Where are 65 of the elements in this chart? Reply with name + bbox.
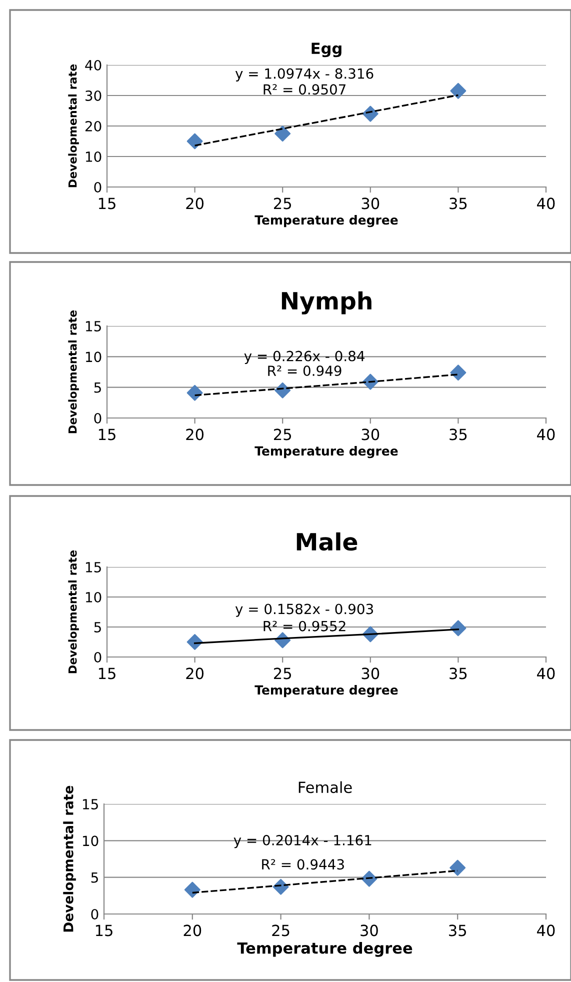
y-tick-label: 15 <box>86 562 101 572</box>
x-tick-label: 25 <box>274 428 291 440</box>
y-tick-label: 10 <box>82 836 98 846</box>
x-tick-label: 20 <box>186 198 204 210</box>
point <box>362 106 378 122</box>
chart-title: Nymph <box>282 291 372 314</box>
x-tick-label: 30 <box>360 924 378 936</box>
y-tick-label: 5 <box>94 622 101 632</box>
point <box>184 882 200 898</box>
annotation: R² = 0.9507 <box>264 84 346 95</box>
x-tick-label: 35 <box>450 428 467 440</box>
annotation: R² = 0.949 <box>268 366 342 376</box>
x-axis-title: Temperature degree <box>254 446 398 458</box>
chart-title: Egg <box>312 42 342 58</box>
x-tick-label: 40 <box>537 924 555 936</box>
x-axis-title: Temperature degree <box>237 942 412 957</box>
annotation: y = 0.226x - 0.84 <box>244 350 364 364</box>
y-tick-label: 15 <box>86 321 101 332</box>
x-tick-label: 35 <box>449 924 466 936</box>
y-tick-label: 5 <box>91 872 98 883</box>
x-axis-title: Temperature degree <box>254 684 398 698</box>
chart-title: Female <box>298 781 352 794</box>
point <box>274 126 291 142</box>
y-tick-label: 10 <box>86 592 102 602</box>
y-tick-label: 20 <box>85 120 102 132</box>
x-tick-label: 30 <box>362 198 380 210</box>
x-tick-label: 30 <box>362 428 380 440</box>
annotation: y = 1.0974x - 8.316 <box>235 68 374 82</box>
y-axis-title: Developmental rate <box>63 786 76 932</box>
x-tick-label: 20 <box>186 668 204 680</box>
x-tick-label: 25 <box>274 198 291 210</box>
x-tick-label: 20 <box>184 924 202 936</box>
y-axis-title: Developmental rate <box>68 64 79 188</box>
x-tick-label: 40 <box>537 668 555 680</box>
y-tick-label: 0 <box>94 412 102 424</box>
x-tick-label: 25 <box>274 668 291 680</box>
y-tick-label: 15 <box>82 799 98 810</box>
point <box>450 860 466 876</box>
annotation: y = 0.1582x - 0.903 <box>235 604 373 617</box>
y-tick-label: 10 <box>86 151 102 162</box>
y-tick-label: 0 <box>94 652 102 662</box>
x-tick-label: 35 <box>450 198 467 210</box>
x-tick-label: 40 <box>537 198 555 210</box>
y-axis-title: Developmental rate <box>68 310 79 434</box>
annotation: R² = 0.9443 <box>262 859 344 870</box>
x-tick-label: 30 <box>362 668 380 680</box>
y-tick-label: 10 <box>86 352 102 362</box>
point <box>450 82 466 99</box>
x-tick-label: 35 <box>450 668 467 680</box>
annotation: y = 0.2014x - 1.161 <box>234 834 372 848</box>
x-tick-label: 25 <box>272 924 290 936</box>
x-tick-label: 20 <box>186 428 204 440</box>
y-tick-label: 0 <box>91 908 98 920</box>
annotation: R² = 0.9552 <box>264 620 346 632</box>
point <box>186 384 203 401</box>
x-axis-title: Temperature degree <box>254 214 398 228</box>
point <box>450 364 466 381</box>
point <box>186 133 203 150</box>
y-tick-label: 5 <box>94 382 101 393</box>
y-tick-label: 40 <box>85 60 102 70</box>
chart-title: Male <box>296 532 358 551</box>
y-tick-label: 0 <box>94 182 102 192</box>
y-tick-label: 30 <box>86 90 102 101</box>
y-axis-title: Developmental rate <box>68 550 79 674</box>
x-tick-label: 40 <box>537 428 555 440</box>
